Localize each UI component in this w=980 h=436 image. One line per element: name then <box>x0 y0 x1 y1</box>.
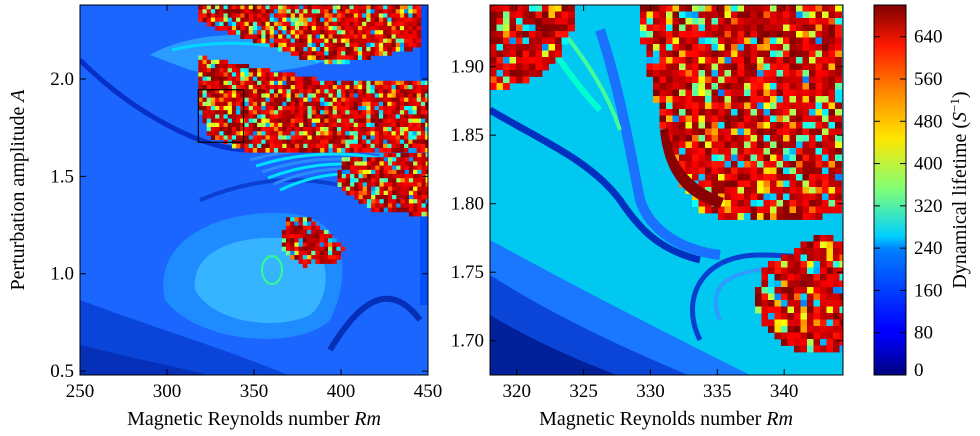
left-noise-top <box>198 5 422 65</box>
colorbar-gradient <box>873 4 907 376</box>
right-dark-curve <box>490 106 701 264</box>
y-tick-label: 1.70 <box>451 331 484 352</box>
left-noise-island <box>281 217 346 269</box>
y-tick-label: 1.0 <box>50 264 74 285</box>
x-tick-label: 400 <box>327 381 356 402</box>
left-noise-band <box>198 55 428 153</box>
right-noise-corner <box>490 5 575 90</box>
right-noise-upper <box>640 5 842 220</box>
y-tick-label: 1.90 <box>451 57 484 78</box>
right-dark-corner <box>490 315 617 375</box>
y-tick-label: 1.85 <box>451 125 484 146</box>
colorbar-tick-label: 240 <box>914 238 943 259</box>
left-dark-corner <box>80 345 210 375</box>
left-heatmap-layer <box>80 5 428 375</box>
y-tick-label: 2.0 <box>50 69 74 90</box>
left-bubble <box>261 255 283 285</box>
left-y-ticks: 0.5 1.0 1.5 2.0 <box>50 69 428 382</box>
colorbar-tick-label: 480 <box>914 111 943 132</box>
y-tick-label: 1.5 <box>50 166 74 187</box>
colorbar-tick-label: 160 <box>914 280 943 301</box>
x-tick-label: 250 <box>66 381 95 402</box>
y-tick-label: 0.5 <box>50 361 74 382</box>
left-heatmap-panel: 250 300 350 400 450 0.5 1.0 1.5 2.0 Magnetic Re… <box>7 4 443 430</box>
x-tick-label: 330 <box>636 381 665 402</box>
y-tick-label: 1.80 <box>451 194 484 215</box>
right-x-ticks: 320 325 330 335 340 <box>502 5 798 402</box>
colorbar-tick-label: 400 <box>914 154 943 175</box>
left-filament-3 <box>327 295 423 352</box>
colorbar-label: Dynamical lifetime (S−1) <box>947 91 972 288</box>
x-tick-label: 300 <box>153 381 182 402</box>
right-heatmap-panel: 320 325 330 335 340 1.70 1.75 1.80 1.85 1.90 Mag… <box>451 4 844 430</box>
x-tick-label: 340 <box>770 381 799 402</box>
x-tick-label: 320 <box>502 381 531 402</box>
right-x-axis-label: Magnetic Reynolds number Rm <box>539 408 793 430</box>
left-y-axis-label: Perturbation amplitude A <box>7 89 29 291</box>
x-tick-label: 335 <box>703 381 732 402</box>
colorbar-tick-label: 560 <box>914 69 943 90</box>
colorbar-tick-label: 640 <box>914 27 943 48</box>
right-dark-red-stripe <box>660 128 724 208</box>
right-y-ticks: 1.70 1.75 1.80 1.85 1.90 <box>451 57 843 352</box>
zoom-box <box>197 89 245 143</box>
colorbar-tick-label: 80 <box>914 323 933 344</box>
x-tick-label: 325 <box>569 381 598 402</box>
right-heatmap-layer <box>490 5 843 375</box>
y-tick-label: 1.75 <box>451 262 484 283</box>
colorbar-ticks: 0 80 160 240 320 400 480 560 640 <box>874 27 943 381</box>
right-blue-curve <box>595 28 721 260</box>
left-x-ticks: 250 300 350 400 450 <box>66 5 443 402</box>
colorbar-tick-label: 0 <box>914 360 924 381</box>
right-plot-frame <box>489 4 844 376</box>
left-x-axis-label: Magnetic Reynolds number Rm <box>127 408 381 430</box>
x-tick-label: 450 <box>414 381 443 402</box>
left-noise-middle <box>337 153 428 217</box>
right-noise-lower <box>755 235 843 353</box>
colorbar-tick-label: 320 <box>914 196 943 217</box>
x-tick-label: 350 <box>240 381 269 402</box>
colorbar: 0 80 160 240 320 400 480 560 640 Dynamical lifet… <box>873 4 972 381</box>
left-dark-sweep <box>80 300 289 375</box>
